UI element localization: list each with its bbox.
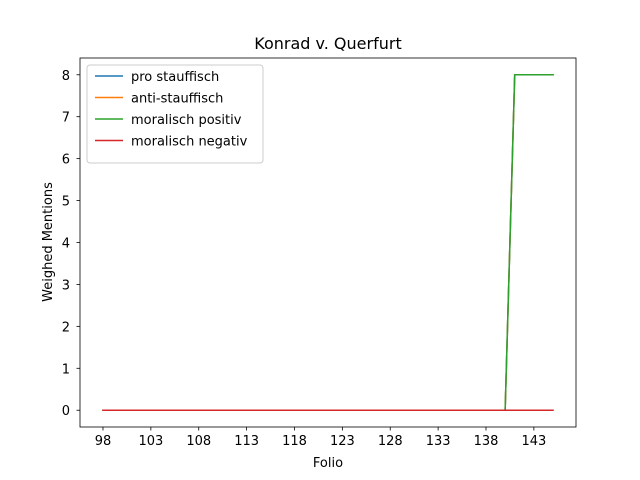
x-tick-label: 133 <box>426 434 451 449</box>
legend-label: pro stauffisch <box>131 70 219 85</box>
series-lines <box>102 74 554 411</box>
x-tick-label: 123 <box>330 434 355 449</box>
x-tick-label: 138 <box>474 434 499 449</box>
legend-label: anti-stauffisch <box>131 92 223 107</box>
legend-label: moralisch negativ <box>131 135 248 150</box>
axes-frame <box>79 57 577 428</box>
chart-title: Konrad v. Querfurt <box>254 34 401 53</box>
x-tick-label: 108 <box>186 434 211 449</box>
y-tick-label: 5 <box>62 195 70 210</box>
y-tick-label: 3 <box>62 278 70 293</box>
y-tick-label: 8 <box>62 69 70 84</box>
y-tick-label: 7 <box>62 111 70 126</box>
y-tick-label: 0 <box>62 404 70 419</box>
y-tick-label: 6 <box>62 153 70 168</box>
y-axis-label: Weighed Mentions <box>41 182 56 302</box>
x-axis-label: Folio <box>313 456 343 471</box>
y-tick-label: 1 <box>62 362 70 377</box>
x-tick-label: 103 <box>138 434 163 449</box>
legend-box <box>86 64 264 164</box>
x-tick-label: 98 <box>95 434 112 449</box>
x-tick-label: 143 <box>521 434 546 449</box>
legend: pro stauffisch anti-stauffisch moralisch p… <box>86 64 264 164</box>
y-tick-label: 4 <box>62 237 70 252</box>
x-tick-label: 118 <box>282 434 307 449</box>
legend-label: moralisch positiv <box>131 113 242 128</box>
x-tick-label: 128 <box>378 434 403 449</box>
x-tick-label: 113 <box>234 434 259 449</box>
y-tick-label: 2 <box>62 320 70 335</box>
